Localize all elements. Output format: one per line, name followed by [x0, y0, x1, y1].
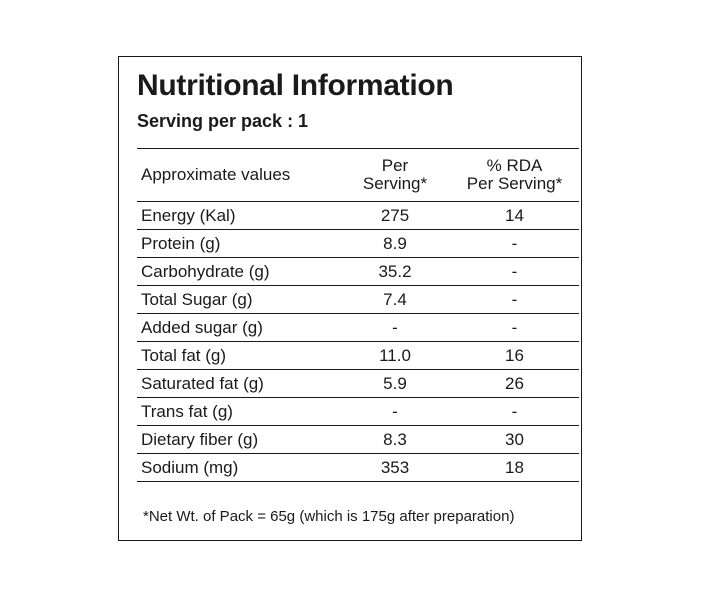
header-per-serving-line2: Serving*	[362, 174, 428, 193]
nutrient-name: Total Sugar (g)	[141, 289, 253, 309]
header-rda: % RDA Per Serving*	[452, 149, 577, 201]
nutrient-name: Added sugar (g)	[141, 317, 263, 337]
table-row: Added sugar (g) - -	[137, 314, 579, 342]
header-rda-line2: Per Serving*	[466, 174, 563, 193]
table-row: Dietary fiber (g) 8.3 30	[137, 426, 579, 454]
table-row: Trans fat (g) - -	[137, 398, 579, 426]
table-header-row: Approximate values Per Serving* % RDA Pe…	[137, 149, 579, 202]
nutrient-name: Protein (g)	[141, 233, 221, 253]
per-serving-value: 5.9	[383, 373, 407, 393]
table-row: Carbohydrate (g) 35.2 -	[137, 258, 579, 286]
net-weight-footnote: *Net Wt. of Pack = 65g (which is 175g af…	[143, 508, 515, 525]
nutrient-name: Dietary fiber (g)	[141, 429, 259, 449]
nutrition-table: Approximate values Per Serving* % RDA Pe…	[137, 148, 579, 482]
rda-value: 16	[505, 345, 524, 365]
per-serving-value: 11.0	[379, 345, 411, 365]
table-row: Protein (g) 8.9 -	[137, 230, 579, 258]
rda-value: -	[511, 317, 518, 337]
table-row: Total Sugar (g) 7.4 -	[137, 286, 579, 314]
table-row: Sodium (mg) 353 18	[137, 454, 579, 482]
per-serving-value: 7.4	[383, 289, 407, 309]
nutrient-name: Trans fat (g)	[141, 401, 233, 421]
nutrient-name: Sodium (mg)	[141, 457, 239, 477]
table-row: Energy (Kal) 275 14	[137, 202, 579, 230]
header-approximate-values: Approximate values	[141, 165, 291, 184]
rda-value: 30	[505, 429, 524, 449]
nutrient-name: Total fat (g)	[141, 345, 227, 365]
nutrient-name: Saturated fat (g)	[141, 373, 264, 393]
rda-value: 14	[505, 205, 524, 225]
nutrient-name: Carbohydrate (g)	[141, 261, 270, 281]
rda-value: -	[511, 233, 518, 253]
per-serving-value: 35.2	[378, 261, 412, 281]
per-serving-value: 275	[380, 205, 410, 225]
rda-value: -	[511, 401, 518, 421]
rda-value: -	[511, 261, 518, 281]
serving-per-pack: Serving per pack : 1	[137, 111, 309, 131]
per-serving-value: 8.3	[383, 429, 407, 449]
nutrition-label: Nutritional Information Serving per pack…	[118, 56, 582, 541]
nutrient-name: Energy (Kal)	[141, 205, 236, 225]
header-rda-line1: % RDA	[486, 156, 543, 175]
rda-value: 18	[505, 457, 524, 477]
label-title: Nutritional Information	[137, 69, 454, 102]
header-per-serving: Per Serving*	[345, 149, 445, 201]
rda-value: 26	[505, 373, 524, 393]
table-row: Total fat (g) 11.0 16	[137, 342, 579, 370]
header-per-serving-line1: Per	[381, 156, 409, 175]
per-serving-value: 353	[380, 457, 410, 477]
per-serving-value: -	[392, 401, 398, 421]
table-row: Saturated fat (g) 5.9 26	[137, 370, 579, 398]
per-serving-value: -	[392, 317, 398, 337]
per-serving-value: 8.9	[383, 233, 407, 253]
rda-value: -	[511, 289, 518, 309]
